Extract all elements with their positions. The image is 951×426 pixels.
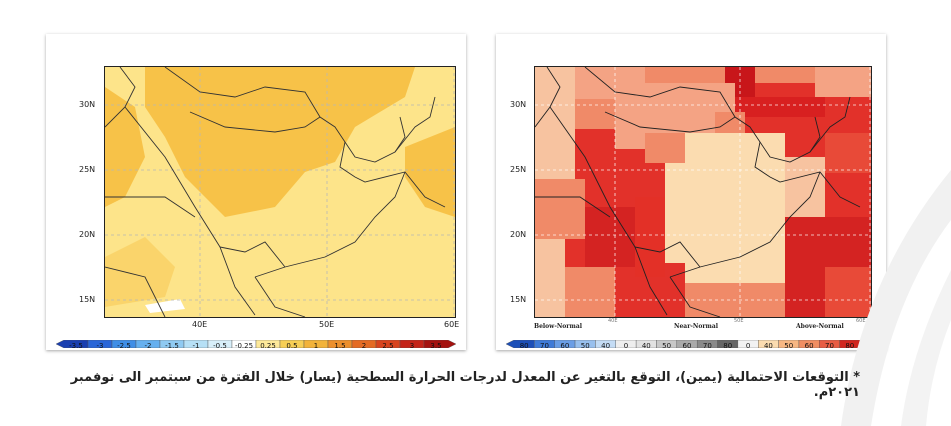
anomaly-patch-north	[145, 67, 415, 217]
left-colorbar-tick-label: 2	[361, 342, 367, 350]
left-map-panel: 30N 25N 20N 15N 40E 50E 60E -3.5 -3 -2.5 -2…	[46, 34, 466, 350]
right-colorbar-tick-label: 60	[804, 342, 814, 350]
right-probabilistic-forecast-map	[534, 66, 872, 318]
anomaly-patch-east	[405, 127, 455, 217]
right-colorbar-tick-label: 80	[845, 342, 855, 350]
right-colorbar-tick-label: 70	[702, 342, 712, 350]
right-map-canvas	[535, 67, 871, 317]
left-lat-label-30n: 30N	[79, 100, 96, 109]
left-lat-label-20n: 20N	[79, 230, 96, 239]
right-colorbar-tick-label: 80	[723, 342, 733, 350]
right-colorbar-tick-label: 50	[580, 342, 590, 350]
left-colorbar-tick-label: 3	[409, 342, 415, 350]
right-colorbar-tick-label: 70	[540, 342, 549, 350]
right-lat-label-15n: 15N	[510, 295, 527, 304]
left-colorbar-tick-label: -1.5	[165, 342, 179, 350]
above-normal-label: Above-Normal	[796, 323, 844, 330]
right-lon-label-40e: 40E	[608, 318, 618, 324]
left-colorbar-tick-label: 0.25	[260, 342, 276, 350]
right-colorbar-tick-label: 80	[519, 342, 529, 350]
left-gridlines	[105, 67, 455, 317]
left-colorbar-swatch	[423, 339, 457, 349]
right-map-panel: 30N 25N 20N 15N 40E 50E 60E Below-Normal…	[496, 34, 886, 350]
left-map-canvas	[105, 67, 455, 317]
left-colorbar-tick-label: -3	[96, 342, 104, 350]
left-colorbar-tick-label: 1.5	[334, 342, 346, 350]
right-colorbar-tick-label: 40	[763, 342, 773, 350]
left-colorbar-tick-label: -2.5	[117, 342, 131, 350]
right-lat-label-20n: 20N	[510, 230, 527, 239]
right-colorbar-tick-label: 60	[560, 342, 570, 350]
left-lon-label-60e: 60E	[444, 320, 460, 329]
left-colorbar-tick-label: 2.5	[382, 342, 394, 350]
watermark-decoration	[841, 170, 951, 426]
right-colorbar-tick-label: 60	[682, 342, 692, 350]
right-colorbar-tick-label: 0	[623, 342, 629, 350]
near-normal-label: Near-Normal	[674, 323, 719, 330]
below-normal-label: Below-Normal	[534, 323, 582, 330]
right-borders	[535, 67, 861, 317]
right-colorbar-tick-label: 40	[601, 342, 611, 350]
left-colorbar-tick-label: -1	[192, 342, 200, 350]
right-lon-label-50e: 50E	[734, 318, 744, 324]
left-colorbar-tick-label: -0.25	[234, 342, 254, 350]
left-lon-label-40e: 40E	[192, 320, 208, 329]
right-lon-label-60e: 60E	[856, 318, 866, 324]
left-colorbar-labels: -3.5 -3 -2.5 -2 -1.5 -1 -0.5 -0.25 0.25 0.5 1 1.5 2 2…	[56, 342, 456, 351]
right-colorbar-tick-label: 70	[825, 342, 834, 350]
white-patch	[145, 299, 185, 313]
right-lat-label-25n: 25N	[510, 165, 527, 174]
anomaly-patch-southwest	[105, 237, 175, 307]
left-colorbar-tick-label: 3.5	[430, 342, 442, 350]
right-colorbar-tick-label: 0	[745, 342, 751, 350]
right-colorbar-tick-label: 50	[784, 342, 794, 350]
left-temperature-anomaly-map	[104, 66, 456, 318]
left-borders	[105, 67, 446, 317]
left-lon-label-50e: 50E	[319, 320, 335, 329]
left-colorbar	[55, 333, 457, 349]
figure-caption: * التوقعات الاحتمالية (يمين)، التوقع بال…	[70, 370, 860, 400]
left-colorbar-tick-label: -3.5	[69, 342, 83, 350]
right-colorbar	[505, 333, 869, 349]
right-colorbar-labels: 80 70 60 50 40 0 40 50 60 70 80 0 40 50 60 70 80	[506, 342, 868, 351]
left-colorbar-tick-label: -0.5	[213, 342, 227, 350]
left-colorbar-tick-label: 0.5	[286, 342, 298, 350]
right-lat-label-30n: 30N	[510, 100, 527, 109]
left-lat-label-25n: 25N	[79, 165, 96, 174]
left-colorbar-svg	[55, 339, 457, 349]
left-lat-label-15n: 15N	[79, 295, 96, 304]
right-colorbar-tick-label: 40	[641, 342, 651, 350]
right-colorbar-tick-label: 50	[662, 342, 672, 350]
right-colorbar-svg	[505, 339, 869, 349]
left-colorbar-tick-label: -2	[144, 342, 152, 350]
left-colorbar-tick-label: 1	[313, 342, 319, 350]
